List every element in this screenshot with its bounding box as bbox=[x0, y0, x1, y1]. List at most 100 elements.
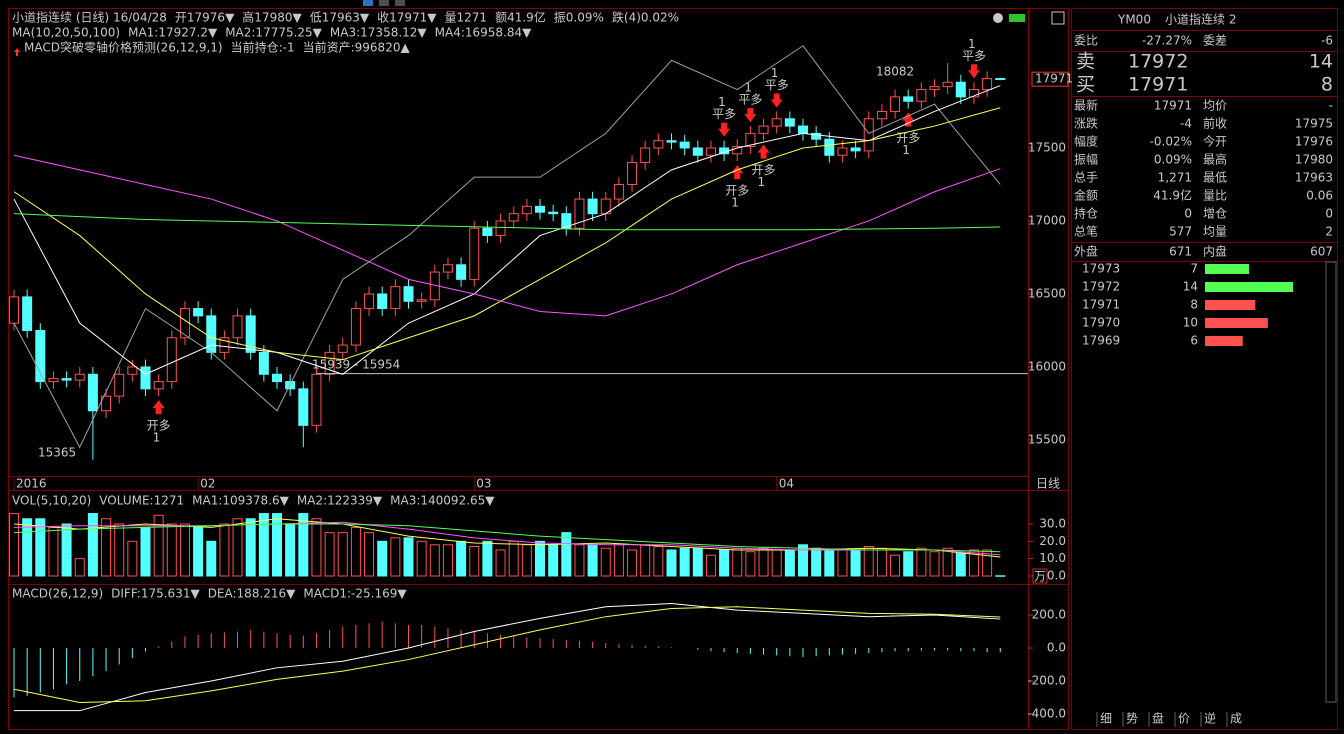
candle-body bbox=[916, 89, 927, 102]
candle-body bbox=[219, 337, 230, 353]
candle-body bbox=[653, 140, 664, 149]
volume-bar bbox=[876, 547, 887, 577]
toolbar-button[interactable] bbox=[395, 0, 405, 6]
scrollbar bbox=[1325, 261, 1337, 703]
volume-bar bbox=[890, 554, 901, 577]
volume-bar bbox=[219, 523, 230, 577]
panel-tab[interactable]: 成 bbox=[1230, 712, 1242, 726]
toolbar-button[interactable] bbox=[379, 0, 389, 6]
chart-frame bbox=[8, 8, 1069, 730]
candle-body bbox=[324, 351, 335, 375]
candle-body bbox=[482, 227, 493, 237]
signal-qty: 1 bbox=[718, 95, 726, 109]
volume-bar bbox=[574, 544, 585, 577]
candle-body bbox=[350, 308, 361, 346]
volume-bar bbox=[245, 518, 256, 577]
indicator-line bbox=[13, 85, 1001, 375]
y-tick-label: 10.0 bbox=[1039, 551, 1066, 565]
candle-body bbox=[811, 132, 822, 140]
signal-label: 开多 bbox=[725, 184, 749, 198]
candle-body bbox=[903, 96, 914, 102]
signal-arrow bbox=[967, 64, 980, 79]
book-qty: 6 bbox=[1190, 334, 1198, 348]
volume-bar bbox=[824, 549, 835, 577]
quote-cell: 增仓 bbox=[1203, 207, 1227, 221]
quote-cell: 17975 bbox=[1295, 117, 1333, 131]
quote-cell: 17963 bbox=[1295, 171, 1333, 185]
candle-body bbox=[863, 118, 874, 152]
annotation: 15939 - 15954 bbox=[312, 358, 400, 372]
quote-cell: -4 bbox=[1180, 117, 1192, 131]
close-button[interactable] bbox=[1051, 11, 1065, 25]
legend-item: MA3:17358.12▼ bbox=[330, 26, 427, 40]
legend-item: 振0.09% bbox=[554, 11, 604, 25]
candle-body bbox=[390, 286, 401, 310]
volume-bar bbox=[613, 544, 624, 577]
volume-bar bbox=[403, 537, 414, 577]
candle-body bbox=[469, 227, 480, 280]
book-price: 17970 bbox=[1082, 316, 1120, 330]
candle-body bbox=[798, 125, 808, 134]
candle-body bbox=[140, 366, 151, 390]
quote-cell: 振幅 bbox=[1074, 152, 1098, 167]
panel-tab[interactable]: 细 bbox=[1100, 712, 1112, 726]
volume-bar bbox=[48, 526, 59, 577]
legend-item: MA3:140092.65▼ bbox=[390, 494, 495, 508]
volume-bar bbox=[61, 523, 72, 577]
side-label: 买 bbox=[1076, 74, 1095, 96]
y-tick-label: 0.0 bbox=[1047, 569, 1066, 583]
candle-body bbox=[824, 138, 835, 156]
legend-item: DEA:188.216▼ bbox=[208, 587, 296, 601]
quote-cell: -6 bbox=[1321, 34, 1333, 48]
indicator-line bbox=[13, 521, 1001, 556]
candle-body bbox=[364, 293, 375, 310]
toolbar-button[interactable] bbox=[363, 0, 373, 6]
quote-code: YM00 bbox=[1117, 13, 1151, 27]
volume-bar bbox=[548, 544, 559, 577]
candle-body bbox=[890, 96, 901, 112]
quote-cell: 均量 bbox=[1203, 225, 1227, 239]
book-price: 17972 bbox=[1082, 280, 1120, 294]
volume-bar bbox=[955, 552, 966, 577]
volume-bar bbox=[285, 523, 296, 577]
panel-tab[interactable]: 价 bbox=[1178, 712, 1190, 726]
candle-body bbox=[101, 395, 112, 412]
quote-cell: 前收 bbox=[1203, 116, 1227, 131]
volume-bar bbox=[811, 547, 822, 577]
volume-bar bbox=[495, 549, 506, 577]
panel-tab[interactable]: 逆 bbox=[1204, 711, 1216, 726]
quote-cell: 总笔 bbox=[1074, 224, 1098, 239]
volume-bar bbox=[666, 549, 677, 577]
volume-bar bbox=[390, 537, 401, 577]
legend-item: DIFF:175.631▼ bbox=[111, 587, 200, 601]
candle-body bbox=[311, 373, 322, 426]
volume-bar bbox=[272, 513, 282, 577]
volume-bar bbox=[311, 518, 322, 577]
candle-body bbox=[745, 132, 756, 148]
y-tick-label: 20.0 bbox=[1039, 534, 1066, 548]
panel-tab[interactable]: 势 bbox=[1126, 712, 1138, 726]
quote-cell: 金额 bbox=[1074, 188, 1098, 203]
candle-body bbox=[705, 147, 716, 156]
candle-body bbox=[87, 373, 98, 412]
settings-icon[interactable] bbox=[993, 13, 1003, 23]
y-tick-label: 30.0 bbox=[1039, 516, 1066, 530]
quote-cell: 最新 bbox=[1074, 98, 1098, 113]
candle-body bbox=[968, 89, 979, 98]
legend-item: MA2:17775.25▼ bbox=[225, 26, 322, 40]
trade-icon[interactable] bbox=[1009, 14, 1025, 22]
quote-cell: 量比 bbox=[1203, 189, 1227, 203]
panel-tab[interactable]: 盘 bbox=[1152, 711, 1164, 726]
legend-item: MA(10,20,50,100) bbox=[12, 26, 120, 40]
signal-arrow bbox=[757, 144, 770, 159]
volume-bar bbox=[416, 540, 427, 577]
candle-body bbox=[666, 140, 677, 143]
quote-cell: 均价 bbox=[1203, 99, 1227, 113]
volume-bar bbox=[837, 549, 848, 577]
signal-arrow bbox=[152, 400, 165, 415]
y-tick-label: -400.0 bbox=[1027, 706, 1066, 720]
candle-body bbox=[35, 329, 46, 383]
book-qty: 8 bbox=[1190, 298, 1198, 312]
